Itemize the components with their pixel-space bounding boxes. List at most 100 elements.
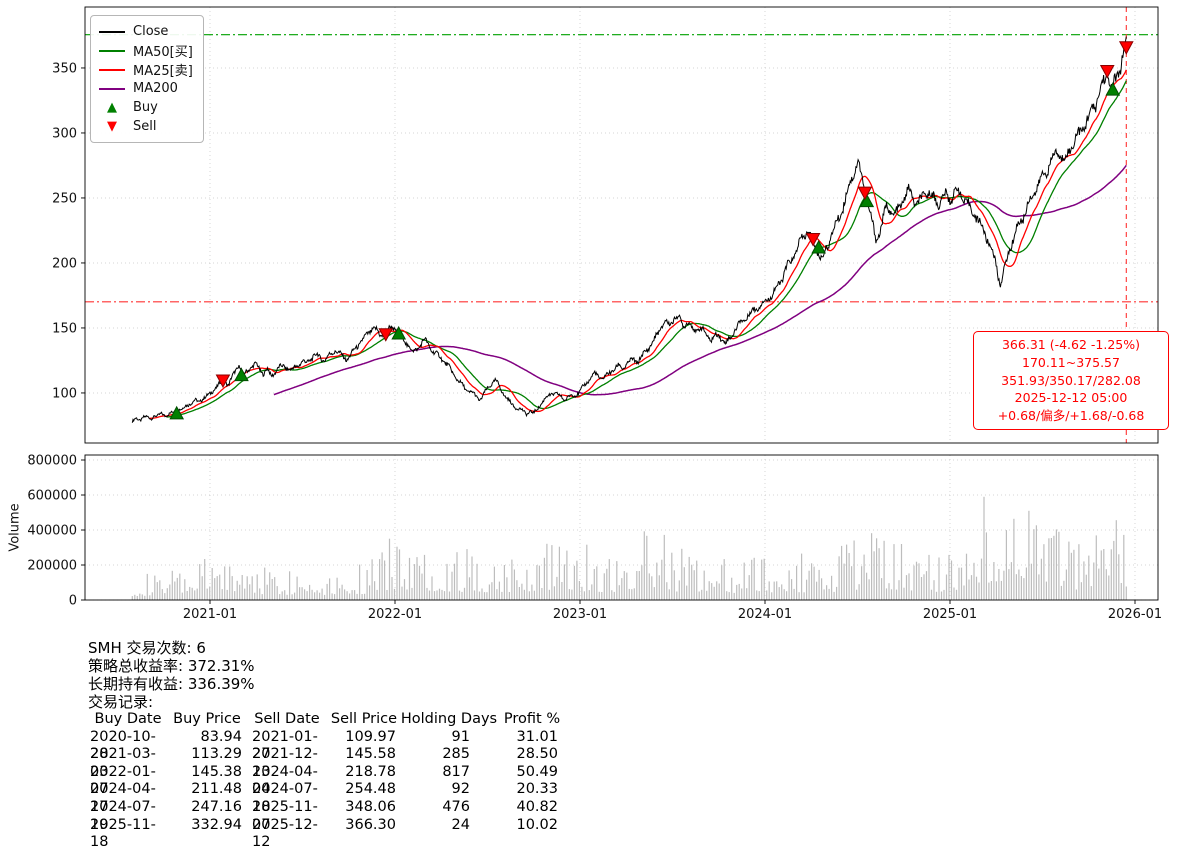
- y-tick-label: 250: [52, 191, 77, 206]
- volume-bar: [543, 557, 545, 600]
- volume-bar: [648, 573, 650, 600]
- volume-bar: [748, 575, 750, 600]
- volume-bar: [239, 584, 241, 600]
- volume-bar: [963, 585, 965, 600]
- volume-bar: [503, 565, 505, 600]
- volume-bar: [708, 581, 710, 600]
- volume-bar: [1058, 531, 1060, 600]
- volume-bar: [431, 576, 433, 600]
- volume-bar: [568, 589, 570, 600]
- volume-bar: [995, 581, 997, 600]
- volume-bar: [194, 590, 196, 600]
- volume-bar: [478, 591, 481, 600]
- volume-bar: [935, 591, 938, 600]
- y-tick-label: 350: [52, 61, 77, 76]
- volume-bar: [341, 584, 343, 600]
- price-and-volume-chart: 100 150 200 250 300 350 0 200000 400000 600000 800…: [27, 6, 1162, 622]
- close-line: [131, 36, 1127, 423]
- volume-bar: [403, 579, 406, 600]
- volume-bar: [149, 595, 151, 600]
- volume-bar: [646, 535, 648, 600]
- volume-bar: [1055, 529, 1057, 600]
- col-buy-price: Buy Price: [173, 711, 241, 727]
- volume-bar: [329, 578, 331, 600]
- volume-bar: [728, 592, 730, 600]
- volume-bar: [583, 591, 585, 600]
- volume-bar: [761, 559, 763, 600]
- trade-cell: 254.48: [345, 781, 396, 798]
- volume-bar: [381, 552, 383, 600]
- volume-bar: [326, 583, 328, 600]
- volume-tick-label: 600000: [27, 489, 77, 504]
- volume-bar: [723, 559, 725, 600]
- volume-bar: [970, 575, 973, 600]
- volume-bar: [738, 583, 740, 600]
- volume-bar: [391, 577, 393, 600]
- volume-bar: [354, 590, 356, 600]
- volume-bar: [256, 574, 258, 600]
- volume-bar: [369, 585, 371, 600]
- trade-cell: 476: [442, 798, 470, 815]
- volume-bar: [816, 581, 818, 600]
- volume-bar: [393, 588, 396, 600]
- volume-bar: [900, 544, 903, 600]
- volume-bar: [356, 593, 358, 600]
- volume-bar: [468, 577, 471, 600]
- volume-bar: [883, 540, 885, 600]
- volume-bar: [501, 591, 503, 600]
- volume-bar: [286, 594, 288, 600]
- volume-bar: [686, 585, 688, 600]
- volume-bar: [416, 557, 418, 600]
- volume-bar: [516, 580, 518, 600]
- volume-bar: [908, 573, 910, 600]
- volume-bar: [226, 589, 228, 600]
- trade-cell: 2024-04-04: [252, 763, 318, 798]
- volume-bar: [696, 560, 698, 600]
- volume-bar: [563, 564, 565, 600]
- volume-bar: [144, 595, 146, 600]
- volume-bar: [593, 569, 595, 600]
- volume-bar: [1115, 520, 1117, 600]
- volume-bar: [191, 587, 193, 600]
- volume-bar: [379, 559, 381, 600]
- volume-bar: [1053, 535, 1055, 600]
- volume-bar: [733, 592, 735, 600]
- volume-bar: [493, 566, 495, 600]
- ma200-line-swatch: [99, 87, 125, 90]
- volume-bar: [518, 587, 520, 600]
- volume-bar: [741, 588, 743, 600]
- col-sell-price: Sell Price: [330, 711, 398, 727]
- trade-cell: 2024-07-19: [90, 798, 156, 833]
- volume-bar: [443, 591, 446, 600]
- volume-bar: [334, 594, 336, 600]
- volume-bar: [828, 588, 830, 600]
- volume-bar: [521, 583, 523, 600]
- volume-bar: [920, 577, 923, 600]
- volume-bar: [960, 567, 963, 600]
- volume-bar: [631, 589, 633, 600]
- legend-item-ma25: MA25[卖]: [99, 60, 193, 79]
- volume-bar: [491, 582, 493, 600]
- volume-bar: [359, 564, 361, 600]
- table-row: 2024-04-17 211.48 2024-07-18 254.48 92 20.33: [88, 781, 566, 815]
- volume-bar: [536, 565, 538, 600]
- volume-bar: [671, 552, 673, 600]
- volume-bar: [249, 584, 251, 600]
- volume-bar: [716, 581, 718, 600]
- volume-bar: [571, 589, 573, 600]
- trade-cell: 2024-07-18: [252, 781, 318, 815]
- volume-bar: [788, 570, 790, 600]
- trade-count-line: SMH 交易次数: 6: [88, 639, 206, 657]
- volume-bar: [1095, 535, 1097, 600]
- volume-bar: [281, 591, 283, 600]
- volume-bar: [384, 560, 386, 600]
- volume-bar: [651, 576, 653, 600]
- volume-bar: [189, 586, 191, 600]
- volume-bar: [846, 544, 848, 600]
- x-tick-label: 2022-01: [368, 607, 422, 622]
- y-tick-label: 100: [52, 386, 77, 401]
- volume-bar: [241, 575, 243, 600]
- trade-cell: 10.02: [516, 816, 558, 833]
- volume-bar: [276, 586, 278, 600]
- volume-bar: [836, 586, 838, 600]
